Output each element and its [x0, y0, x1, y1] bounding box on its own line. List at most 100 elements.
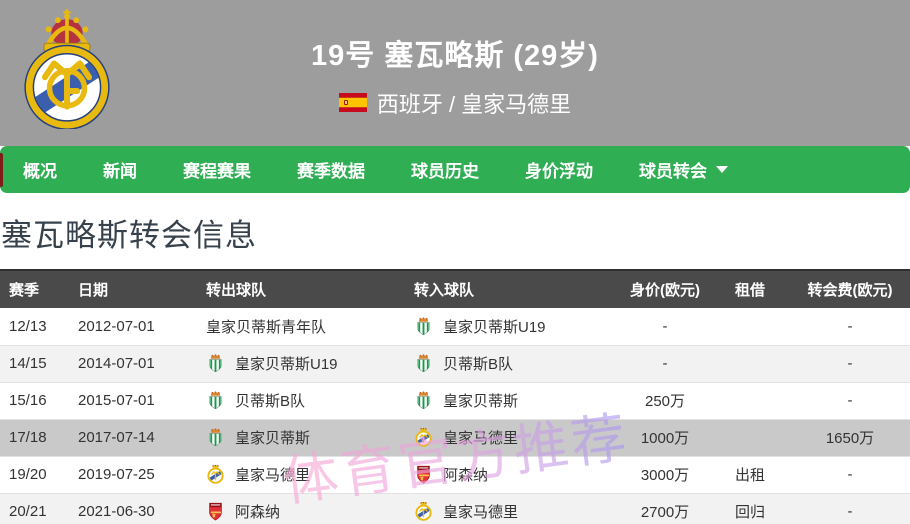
- out_team-cell: 贝蒂斯B队: [196, 382, 404, 420]
- player-header: 19号 塞瓦略斯 (29岁) 西班牙 / 皇家马德里: [0, 0, 910, 146]
- loan-cell: [710, 419, 790, 457]
- table-row: 19/20 2019-07-25 皇家马德里 阿森纳 3000万 出租 -: [0, 456, 910, 494]
- in_team-name: 贝蒂斯B队: [443, 356, 514, 373]
- in_team-cell: 皇家贝蒂斯: [404, 382, 620, 420]
- real-madrid-crest-icon: [206, 464, 225, 484]
- nationality-club-label: 西班牙 / 皇家马德里: [376, 91, 572, 117]
- loan-cell: 出租: [710, 456, 790, 494]
- column-header-7: 转会费(欧元): [790, 269, 910, 308]
- nav-item-3[interactable]: 赛程赛果: [183, 162, 251, 181]
- date-cell: 2012-07-01: [68, 308, 196, 346]
- player-header-text: 19号 塞瓦略斯 (29岁) 西班牙 / 皇家马德里: [0, 0, 910, 146]
- nav-item-6[interactable]: 身价浮动: [525, 162, 593, 181]
- value-cell: 2700万: [620, 493, 710, 524]
- fee-cell: -: [790, 382, 910, 420]
- in_team-cell: 皇家马德里: [404, 419, 620, 457]
- real-madrid-crest-icon: [414, 427, 433, 447]
- in_team-cell: 贝蒂斯B队: [404, 345, 620, 383]
- out_team-cell: 皇家马德里: [196, 456, 404, 494]
- date-cell: 2021-06-30: [68, 493, 196, 524]
- page-title: 19号 塞瓦略斯 (29岁): [311, 39, 599, 72]
- player-nationality-club: 西班牙 / 皇家马德里: [338, 87, 572, 119]
- table-row: 20/21 2021-06-30 阿森纳 皇家马德里 2700万 回归 -: [0, 493, 910, 524]
- out_team-cell: 皇家贝蒂斯: [196, 419, 404, 457]
- out_team-cell: 阿森纳: [196, 493, 404, 524]
- season-cell: 14/15: [0, 345, 68, 383]
- loan-cell: 回归: [710, 493, 790, 524]
- out_team-cell: 皇家贝蒂斯青年队: [196, 308, 404, 346]
- spain-flag-icon: [338, 93, 367, 112]
- season-cell: 12/13: [0, 308, 68, 346]
- nav-item-1[interactable]: 概况: [23, 162, 57, 181]
- in_team-name: 皇家贝蒂斯: [443, 393, 519, 410]
- betis-crest-icon: [206, 354, 225, 373]
- table-row: 15/16 2015-07-01 贝蒂斯B队 皇家贝蒂斯 250万 -: [0, 382, 910, 420]
- fee-cell: -: [790, 493, 910, 524]
- real-madrid-crest-icon: [21, 7, 113, 130]
- betis-crest-icon: [414, 317, 433, 336]
- value-cell: -: [620, 308, 710, 346]
- value-cell: -: [620, 345, 710, 383]
- column-header-6: 租借: [710, 269, 790, 308]
- column-header-1: 赛季: [0, 269, 68, 308]
- fee-cell: -: [790, 308, 910, 346]
- in_team-cell: 皇家马德里: [404, 493, 620, 524]
- column-header-2: 日期: [68, 269, 196, 308]
- column-header-3: 转出球队: [196, 269, 404, 308]
- fee-cell: -: [790, 345, 910, 383]
- transfer-table-header-row: 赛季 日期 转出球队 转入球队 身价(欧元) 租借 转会费(欧元): [0, 269, 910, 308]
- season-cell: 20/21: [0, 493, 68, 524]
- loan-cell: [710, 308, 790, 346]
- out_team-name: 皇家贝蒂斯U19: [235, 356, 338, 373]
- betis-crest-icon: [414, 354, 433, 373]
- out_team-name: 皇家马德里: [235, 467, 311, 484]
- transfer-table-body: 12/13 2012-07-01 皇家贝蒂斯青年队 皇家贝蒂斯U19- -14/15 20…: [0, 308, 910, 524]
- fee-cell: -: [790, 456, 910, 494]
- betis-crest-icon: [206, 391, 225, 410]
- player-nav: 概况 新闻 赛程赛果 赛季数据 球员历史 身价浮动 球员转会: [0, 146, 910, 193]
- out_team-name: 阿森纳: [235, 504, 281, 521]
- in_team-cell: 阿森纳: [404, 456, 620, 494]
- loan-cell: [710, 382, 790, 420]
- out_team-name: 贝蒂斯B队: [235, 393, 306, 410]
- real-madrid-crest-icon: [414, 501, 433, 521]
- value-cell: 250万: [620, 382, 710, 420]
- value-cell: 1000万: [620, 419, 710, 457]
- table-row: 17/18 2017-07-14 皇家贝蒂斯 皇家马德里 1000万 1650万: [0, 419, 910, 457]
- date-cell: 2019-07-25: [68, 456, 196, 494]
- column-header-5: 身价(欧元): [620, 269, 710, 308]
- in_team-name: 皇家马德里: [443, 430, 519, 447]
- nav-item-5[interactable]: 球员历史: [411, 162, 479, 181]
- date-cell: 2015-07-01: [68, 382, 196, 420]
- date-cell: 2014-07-01: [68, 345, 196, 383]
- season-cell: 19/20: [0, 456, 68, 494]
- nav-item-2[interactable]: 新闻: [103, 162, 137, 181]
- betis-crest-icon: [414, 391, 433, 410]
- out_team-cell: 皇家贝蒂斯U19: [196, 345, 404, 383]
- transfer-table: 赛季 日期 转出球队 转入球队 身价(欧元) 租借 转会费(欧元) 12/13 2012-07…: [0, 269, 910, 524]
- column-header-4: 转入球队: [404, 269, 620, 308]
- in_team-cell: 皇家贝蒂斯U19: [404, 308, 620, 346]
- date-cell: 2017-07-14: [68, 419, 196, 457]
- nav-item-7[interactable]: 球员转会: [616, 146, 751, 193]
- fee-cell: 1650万: [790, 419, 910, 457]
- season-cell: 15/16: [0, 382, 68, 420]
- in_team-name: 皇家马德里: [443, 504, 519, 521]
- arsenal-crest-icon: [206, 502, 225, 521]
- section-title: 塞瓦略斯转会信息: [1, 218, 257, 253]
- chevron-down-icon: [716, 166, 728, 173]
- out_team-name: 皇家贝蒂斯: [235, 430, 311, 447]
- nav-item-4[interactable]: 赛季数据: [297, 162, 365, 181]
- table-row: 12/13 2012-07-01 皇家贝蒂斯青年队 皇家贝蒂斯U19 - -: [0, 308, 910, 346]
- value-cell: 3000万: [620, 456, 710, 494]
- in_team-name: 阿森纳: [443, 467, 489, 484]
- arsenal-crest-icon: [414, 465, 433, 484]
- betis-crest-icon: [206, 428, 225, 447]
- out_team-name: 皇家贝蒂斯青年队: [206, 318, 327, 336]
- season-cell: 17/18: [0, 419, 68, 457]
- in_team-name: 皇家贝蒂斯U19: [443, 318, 546, 336]
- table-row: 14/15 2014-07-01 皇家贝蒂斯U19 贝蒂斯B队 - -: [0, 345, 910, 383]
- nav-overflow-stub: [0, 153, 3, 187]
- loan-cell: [710, 345, 790, 383]
